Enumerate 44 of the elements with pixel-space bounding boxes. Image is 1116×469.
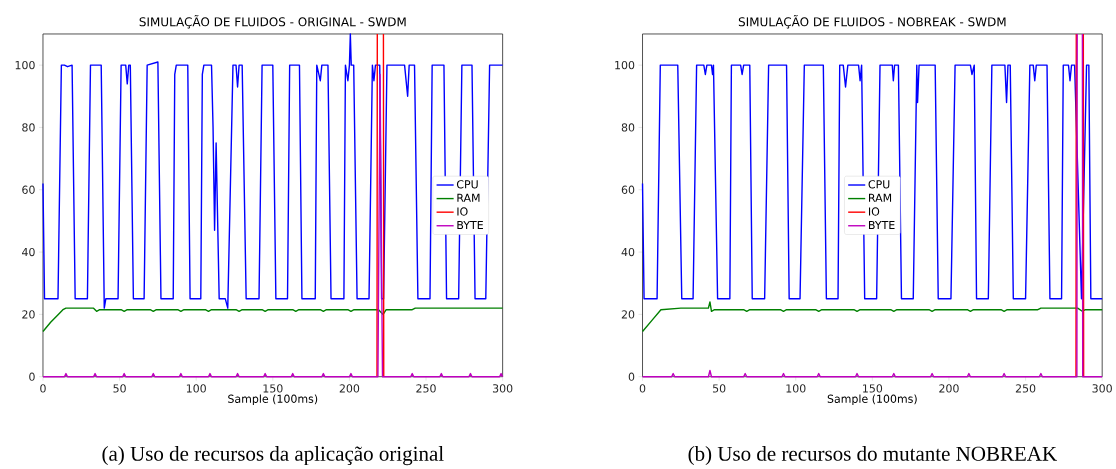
x-tick-label: 250 — [1015, 384, 1036, 393]
line-series — [42, 33, 504, 310]
x-tick-label: 100 — [186, 384, 206, 393]
x-tick-label: 0 — [40, 384, 46, 393]
x-axis-title: Sample (100ms) — [827, 394, 917, 406]
legend-label: IO — [869, 207, 880, 216]
legend-label: IO — [457, 207, 468, 216]
x-tick-label: 200 — [939, 384, 959, 393]
y-tick-label: 20 — [621, 310, 635, 319]
y-tick-label: 40 — [621, 248, 635, 257]
x-axis-title: Sample (100ms) — [228, 394, 318, 406]
legend-label: BYTE — [457, 221, 483, 230]
x-tick-label: 150 — [863, 384, 883, 393]
x-tick-label: 0 — [639, 384, 646, 393]
x-tick-label: 300 — [492, 384, 513, 393]
x-tick-label: 300 — [1092, 384, 1112, 393]
y-tick-label: 0 — [628, 372, 635, 382]
chart-title: SIMULAÇÃO DE FLUIDOS - ORIGINAL - SWDM — [139, 15, 406, 29]
x-tick-label: 100 — [786, 384, 806, 393]
y-tick-label: 60 — [621, 185, 635, 195]
y-tick-label: 80 — [22, 123, 35, 132]
x-tick-label: 250 — [416, 384, 436, 393]
legend-label: CPU — [868, 180, 890, 189]
chart-title: SIMULAÇÃO DE FLUIDOS - NOBREAK - SWDM — [738, 15, 1006, 29]
y-tick-label: 100 — [615, 61, 635, 70]
line-series — [42, 307, 504, 333]
text: (b) Uso de recursos do mutante NOBREAK — [688, 446, 1057, 466]
text: (a) Uso de recursos da aplicação original — [102, 446, 444, 466]
y-tick-label: 100 — [15, 61, 35, 70]
x-tick-label: 50 — [712, 384, 726, 393]
legend-label: BYTE — [869, 221, 895, 230]
x-tick-label: 50 — [113, 384, 126, 393]
y-tick-label: 40 — [22, 248, 35, 257]
y-tick-label: 0 — [29, 372, 35, 382]
y-tick-label: 60 — [22, 185, 35, 195]
line-series — [641, 64, 1103, 300]
legend-label: RAM — [869, 194, 892, 203]
line-series — [641, 301, 1103, 333]
y-tick-label: 80 — [621, 123, 635, 132]
legend-label: RAM — [457, 194, 480, 203]
y-tick-label: 20 — [22, 310, 35, 319]
legend-label: CPU — [456, 180, 478, 189]
x-tick-label: 200 — [339, 384, 360, 393]
x-tick-label: 150 — [263, 384, 283, 393]
